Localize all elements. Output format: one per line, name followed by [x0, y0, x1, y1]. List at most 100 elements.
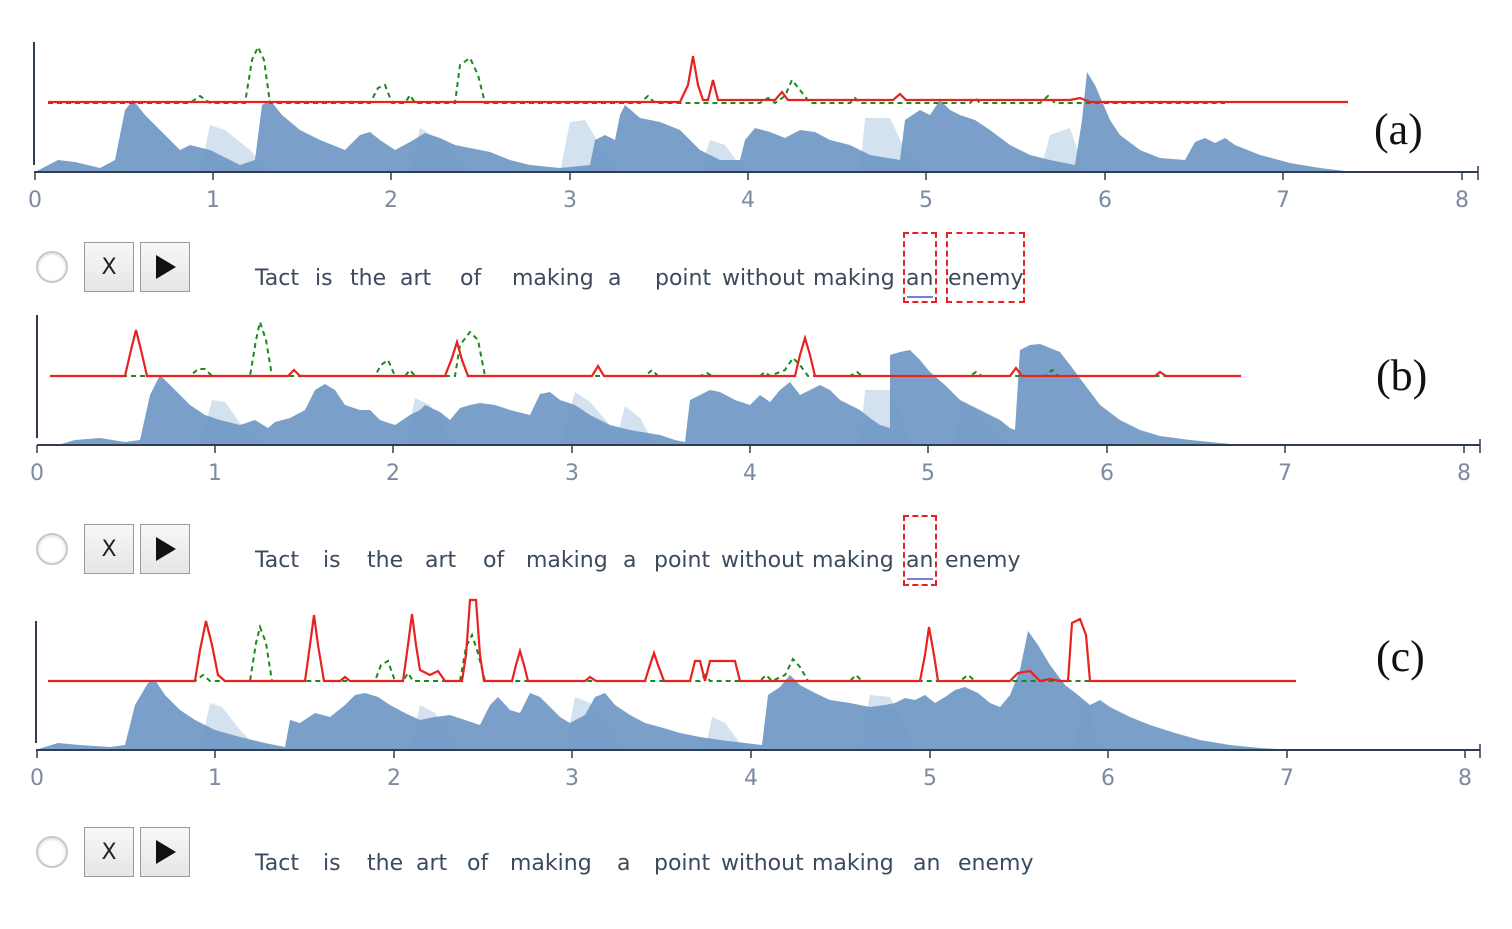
- word[interactable]: an: [906, 548, 934, 573]
- panel-c: 0 1 2 3 4 5 6 7 8 (c) X Tact is the art …: [0, 595, 1512, 929]
- word[interactable]: is: [323, 851, 341, 876]
- tick-label-1: 1: [208, 766, 222, 791]
- controls-c: X: [36, 825, 196, 879]
- x-axis-labels-c: 0 1 2 3 4 5 6 7 8: [30, 766, 1472, 791]
- tick-label-0: 0: [28, 188, 42, 213]
- word-underline: [907, 296, 933, 298]
- x-axis-ticks-c: [36, 744, 1481, 758]
- word[interactable]: without: [721, 548, 804, 573]
- envelope-dark-b: [58, 344, 1242, 445]
- tick-label-0: 0: [30, 766, 44, 791]
- word[interactable]: point: [655, 266, 712, 291]
- tick-label-0: 0: [30, 461, 44, 486]
- tick-label-3: 3: [565, 766, 579, 791]
- red-curve-b: [50, 329, 1241, 378]
- panel-b: 0 1 2 3 4 5 6 7 8 (b) X Tact is the art …: [0, 310, 1512, 595]
- word[interactable]: a: [617, 851, 631, 876]
- select-radio[interactable]: [36, 533, 68, 565]
- delete-button[interactable]: X: [84, 242, 134, 292]
- tick-label-7: 7: [1278, 461, 1292, 486]
- word[interactable]: is: [323, 548, 341, 573]
- envelope-dark-a: [35, 72, 1350, 172]
- tick-label-7: 7: [1276, 188, 1290, 213]
- tick-label-2: 2: [384, 188, 398, 213]
- word[interactable]: Tact: [255, 851, 299, 876]
- tick-label-5: 5: [923, 766, 937, 791]
- word-underline: [907, 578, 933, 580]
- word[interactable]: making: [512, 266, 594, 291]
- panel-label: (b): [1376, 351, 1428, 400]
- tick-label-1: 1: [208, 461, 222, 486]
- tick-label-1: 1: [206, 188, 220, 213]
- x-axis-ticks-a: [34, 166, 1479, 180]
- envelope-dark-c: [35, 631, 1295, 750]
- delete-button[interactable]: X: [84, 524, 134, 574]
- tick-label-2: 2: [386, 461, 400, 486]
- panel-label: (c): [1376, 632, 1425, 681]
- play-button[interactable]: [140, 524, 190, 574]
- word[interactable]: a: [608, 266, 622, 291]
- word[interactable]: Tact: [255, 548, 299, 573]
- x-axis-labels-b: 0 1 2 3 4 5 6 7 8: [30, 461, 1471, 486]
- waveform-plot-a: 0 1 2 3 4 5 6 7 8: [28, 42, 1479, 213]
- word[interactable]: the: [367, 548, 404, 573]
- green-curve-a: [48, 44, 1225, 105]
- x-axis-labels-a: 0 1 2 3 4 5 6 7 8: [28, 188, 1469, 213]
- word[interactable]: enemy: [958, 851, 1034, 876]
- word[interactable]: a: [623, 548, 637, 573]
- tick-label-6: 6: [1100, 461, 1114, 486]
- x-axis-ticks-b: [36, 439, 1481, 453]
- word[interactable]: enemy: [945, 548, 1021, 573]
- tick-label-3: 3: [565, 461, 579, 486]
- transcript-b: Tact is the art of making a point withou…: [0, 548, 1100, 578]
- word[interactable]: art: [416, 851, 448, 876]
- word[interactable]: without: [721, 851, 804, 876]
- tick-label-5: 5: [921, 461, 935, 486]
- waveform-plot-b: 0 1 2 3 4 5 6 7 8: [30, 315, 1481, 486]
- select-radio[interactable]: [36, 251, 68, 283]
- highlight-box-an: [903, 515, 937, 586]
- red-curve-a: [48, 55, 1348, 104]
- word[interactable]: art: [400, 266, 432, 291]
- word[interactable]: enemy: [948, 266, 1024, 291]
- select-radio[interactable]: [36, 836, 68, 868]
- word[interactable]: of: [483, 548, 505, 573]
- tick-label-3: 3: [563, 188, 577, 213]
- play-icon: [156, 255, 176, 279]
- word[interactable]: making: [812, 548, 894, 573]
- tick-label-6: 6: [1098, 188, 1112, 213]
- word[interactable]: of: [467, 851, 489, 876]
- play-button[interactable]: [140, 242, 190, 292]
- play-icon: [156, 537, 176, 561]
- highlight-box-an: [903, 232, 937, 303]
- word[interactable]: of: [460, 266, 482, 291]
- word[interactable]: art: [425, 548, 457, 573]
- word[interactable]: making: [813, 266, 895, 291]
- tick-label-8: 8: [1455, 188, 1469, 213]
- tick-label-4: 4: [741, 188, 755, 213]
- word[interactable]: an: [913, 851, 941, 876]
- word[interactable]: without: [722, 266, 805, 291]
- word[interactable]: an: [906, 266, 934, 291]
- play-button[interactable]: [140, 827, 190, 877]
- tick-label-2: 2: [387, 766, 401, 791]
- tick-label-5: 5: [919, 188, 933, 213]
- word[interactable]: the: [350, 266, 387, 291]
- word[interactable]: point: [654, 548, 711, 573]
- word[interactable]: point: [654, 851, 711, 876]
- transcript-c: Tact is the art of making a point withou…: [0, 851, 1100, 881]
- tick-label-4: 4: [743, 461, 757, 486]
- delete-button[interactable]: X: [84, 827, 134, 877]
- word[interactable]: making: [510, 851, 592, 876]
- panel-label: (a): [1374, 105, 1423, 154]
- tick-label-4: 4: [744, 766, 758, 791]
- word[interactable]: making: [526, 548, 608, 573]
- word[interactable]: is: [315, 266, 333, 291]
- word[interactable]: Tact: [255, 266, 299, 291]
- tick-label-8: 8: [1457, 461, 1471, 486]
- controls-b: X: [36, 522, 196, 576]
- word[interactable]: making: [812, 851, 894, 876]
- word[interactable]: the: [367, 851, 404, 876]
- red-curve-c: [48, 598, 1296, 683]
- panel-a: 0 1 2 3 4 5 6 7 8 (a) X Tact is the art …: [0, 0, 1512, 310]
